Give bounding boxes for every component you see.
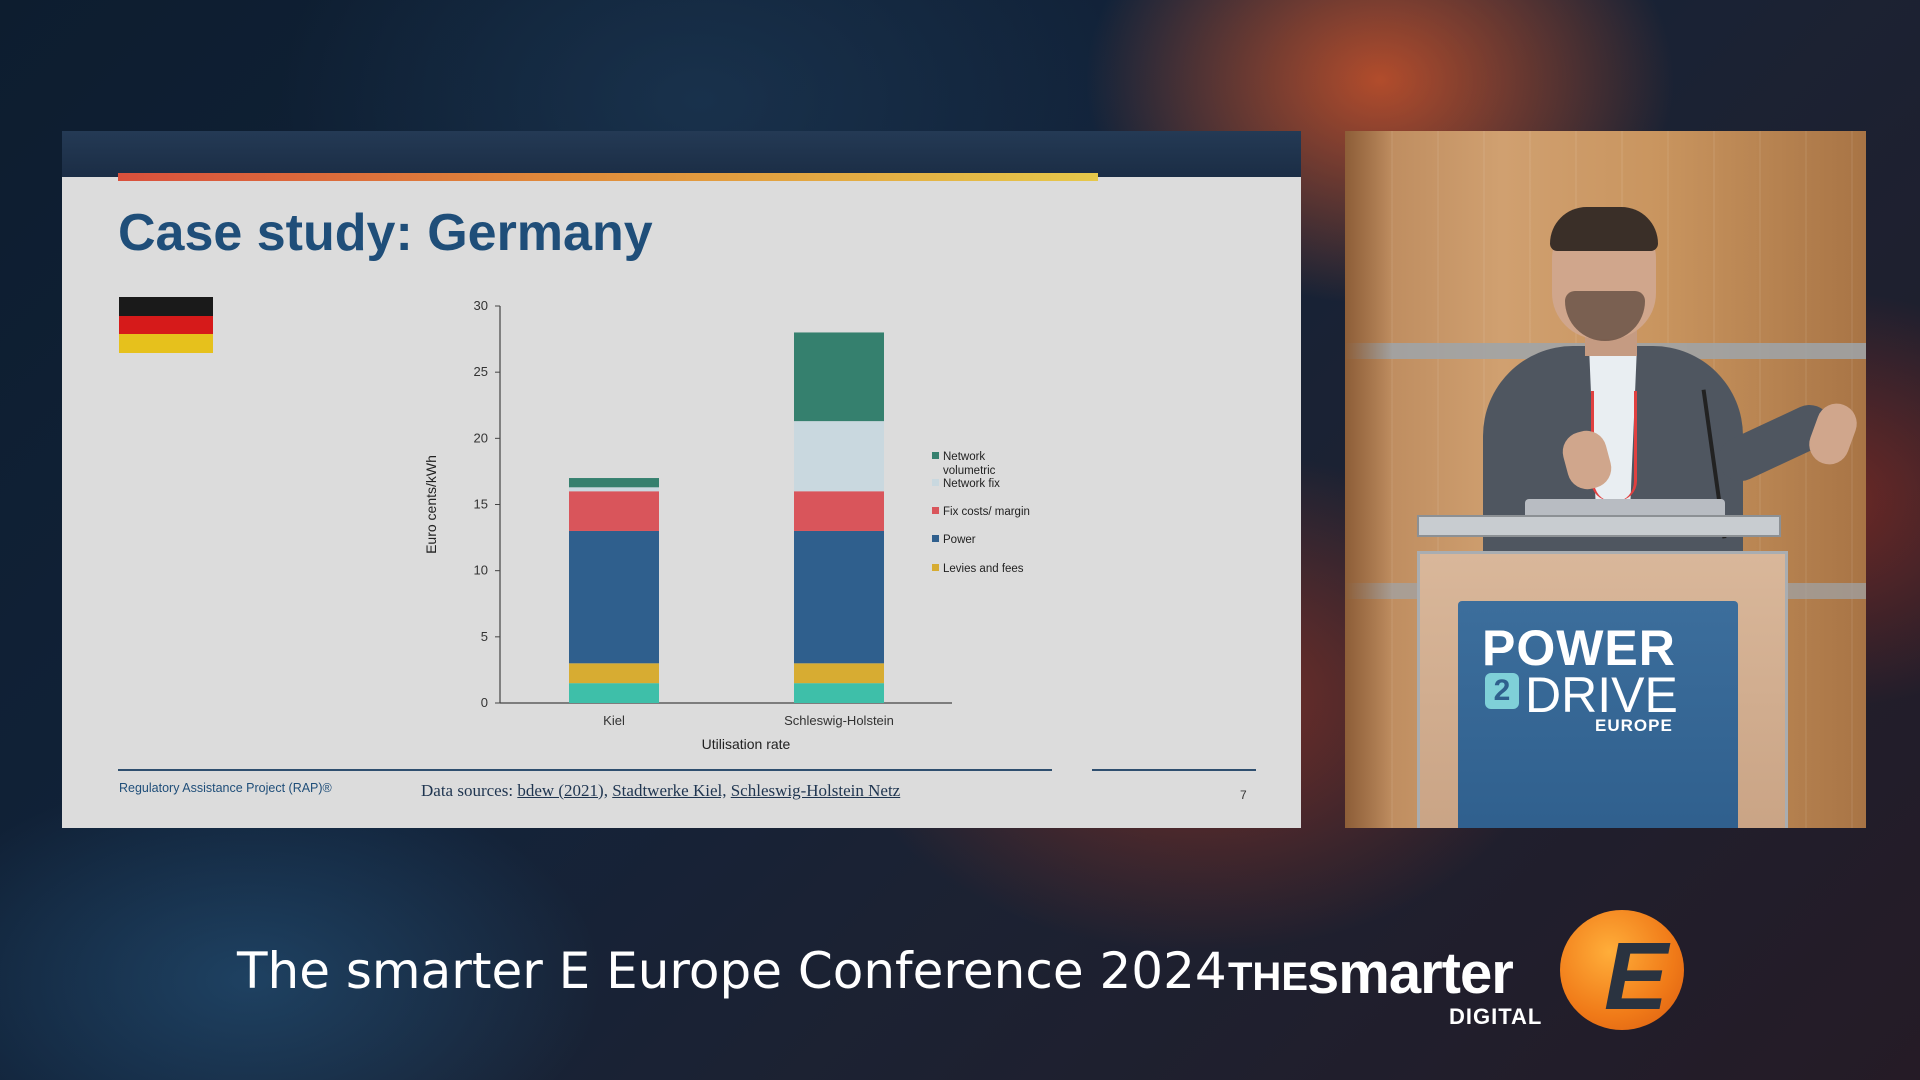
germany-flag [119,297,213,354]
stacked-bar-chart: 0 5 10 15 20 25 30 Euro cents/kWh Utilisation ra… [423,298,1030,752]
y-tick-label: 20 [474,430,488,445]
source-link-bdew[interactable]: bdew (2021), [517,781,608,800]
y-tick-label: 10 [474,563,488,578]
slide-title: Case study: Germany [118,204,653,262]
legend-label: volumetric [943,465,996,477]
legend-swatch [932,479,939,486]
brand-power-text: POWER [1482,620,1676,676]
bar-segment [794,421,884,492]
logo-digital-text: DIGITAL [1449,1004,1543,1029]
legend-swatch [932,564,939,571]
y-tick-label: 0 [481,695,488,710]
legend-swatch [932,535,939,542]
bar-segment [794,663,884,684]
footer-divider [118,769,1052,771]
brand-europe-text: EUROPE [1595,716,1673,735]
source-link-sh-netz[interactable]: Schleswig-Holstein Netz [730,781,901,800]
brand-drive-text: DRIVE [1525,667,1678,723]
wall-shadow [1345,131,1393,828]
chart-bars: Kiel Schleswig-Holstein [569,332,894,728]
legend-label: Network [943,451,985,463]
sources-prefix: Data sources: [421,781,514,800]
lectern-brand-panel [1458,601,1738,828]
footer-organization: Regulatory Assistance Project (RAP)® [119,781,332,795]
legend-label: Network fix [943,478,1000,490]
slide-header-band [62,131,1301,177]
logo-smarter-text: smarter [1307,941,1514,1006]
legend-label: Power [943,534,976,546]
speaker-hair [1550,207,1658,251]
lectern-top [1417,515,1781,537]
legend-swatch [932,507,939,514]
bar-segment [569,663,659,684]
bar-segment [794,332,884,422]
bar-segment [569,478,659,488]
y-tick-label: 25 [474,364,488,379]
x-tick-label: Schleswig-Holstein [784,713,894,728]
slide-accent-stripe [118,173,1098,181]
logo-e-circle [1560,910,1684,1030]
brand-2-badge: 2 [1485,673,1519,709]
legend-swatch [932,452,939,459]
speaker-video: POWER 2 DRIVE EUROPE [1345,131,1866,828]
slide-page-number: 7 [1240,788,1247,802]
legend-label: Fix costs/ margin [943,506,1030,518]
y-axis-title: Euro cents/kWh [423,455,439,554]
bar-segment [794,491,884,531]
source-link-stadtwerke[interactable]: Stadtwerke Kiel, [612,781,727,800]
bar-segment [794,683,884,703]
logo-e-letter: E [1604,923,1669,1030]
x-tick-label: Kiel [603,713,625,728]
conference-title: The smarter E Europe Conference 2024 [237,942,1227,1000]
footer-divider-short [1092,769,1256,771]
footer-data-sources: Data sources: bdew (2021), Stadtwerke Ki… [421,781,900,801]
flag-stripe-black [119,297,213,316]
y-tick-label: 30 [474,298,488,313]
bar-segment [569,530,659,664]
bar-segment [569,491,659,531]
y-tick-label: 15 [474,497,488,512]
flag-stripe-red [119,315,213,335]
y-tick-label: 5 [481,629,488,644]
bar-segment [569,487,659,492]
logo-the-text: THE [1228,955,1308,999]
bar-segment [569,683,659,703]
bar-segment [794,530,884,664]
x-axis-title: Utilisation rate [702,736,791,752]
legend-label: Levies and fees [943,563,1024,575]
presentation-slide: Case study: Germany 0 5 10 15 20 25 30 Euro cen… [62,131,1301,828]
flag-stripe-gold [119,334,213,354]
